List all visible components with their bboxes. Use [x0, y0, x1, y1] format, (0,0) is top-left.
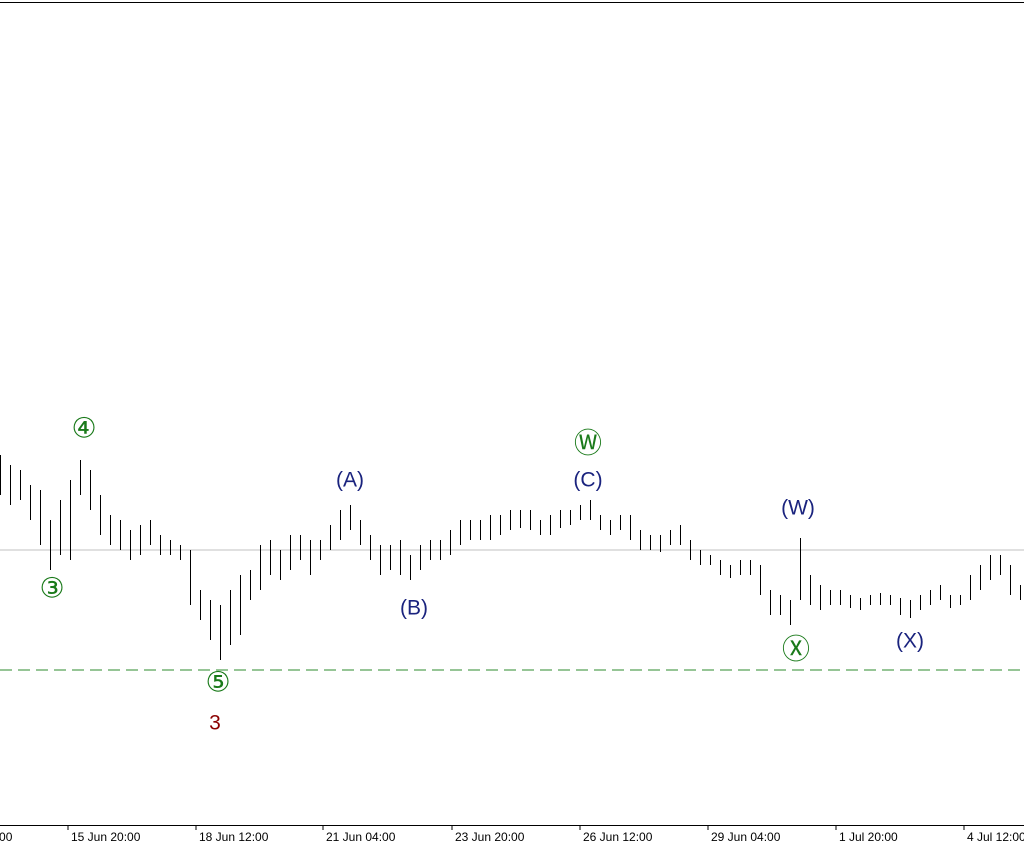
x-tick-label: 18 Jun 12:00: [199, 830, 269, 844]
x-tick-label: 21 Jun 04:00: [326, 830, 396, 844]
wave-label: Ⓧ: [782, 633, 810, 664]
wave-label: (X): [896, 630, 924, 653]
wave-label: 3: [209, 712, 221, 735]
wave-label: (W): [781, 497, 815, 520]
wave-label: (A): [336, 469, 364, 492]
wave-label: ④: [71, 412, 96, 443]
x-tick-label: 15 Jun 20:00: [71, 830, 141, 844]
x-tick-label: 4 Jul 12:00: [967, 830, 1024, 844]
x-tick-label: 1 Jul 20:00: [839, 830, 898, 844]
x-tick-label: 23 Jun 20:00: [455, 830, 525, 844]
wave-label: (B): [400, 597, 428, 620]
wave-label: ③: [39, 572, 64, 603]
x-tick-label: 13 Jun 04:00: [0, 830, 13, 844]
wave-label: Ⓦ: [574, 427, 602, 458]
wave-label: (C): [573, 469, 602, 492]
x-tick-label: 26 Jun 12:00: [583, 830, 653, 844]
x-tick-label: 29 Jun 04:00: [711, 830, 781, 844]
wave-label: ⑤: [205, 666, 230, 697]
